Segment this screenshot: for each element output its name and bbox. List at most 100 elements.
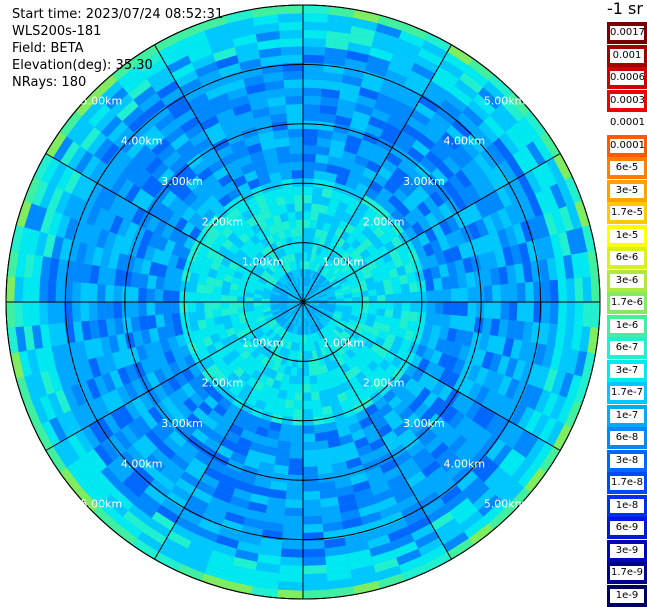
range-gate-cell <box>202 235 216 249</box>
range-gate-cell <box>292 308 299 316</box>
colorbar-cell: 6e-6 <box>607 247 647 269</box>
range-gate-cell <box>315 373 325 384</box>
range-gate-cell <box>233 444 250 458</box>
range-gate-cell <box>303 343 308 352</box>
range-gate-cell <box>245 302 254 308</box>
range-gate-cell <box>143 342 156 359</box>
range-gate-cell <box>194 253 206 266</box>
range-gate-cell <box>481 234 495 253</box>
range-gate-cell <box>238 335 249 345</box>
range-gate-cell <box>268 369 278 380</box>
range-gate-cell <box>174 372 189 388</box>
range-gate-cell <box>307 244 314 254</box>
range-gate-cell <box>63 217 79 241</box>
range-gate-cell <box>261 384 272 396</box>
range-gate-cell <box>418 537 444 557</box>
range-gate-cell <box>305 269 309 278</box>
range-gate-cell <box>478 121 499 143</box>
range-gate-cell <box>411 523 435 542</box>
ring-label: 5.00km <box>484 94 526 107</box>
range-gate-cell <box>454 259 466 275</box>
range-gate-cell <box>458 344 471 362</box>
range-gate-cell <box>229 282 240 291</box>
range-gate-cell <box>278 431 292 442</box>
range-gate-cell <box>519 383 536 407</box>
range-gate-cell <box>282 407 294 418</box>
range-gate-cell <box>275 196 286 207</box>
range-gate-cell <box>467 302 477 318</box>
range-gate-cell <box>378 187 394 201</box>
range-gate-cell <box>151 161 169 181</box>
range-gate-cell <box>294 302 303 305</box>
range-gate-cell <box>133 85 157 107</box>
range-gate-cell <box>159 119 180 138</box>
range-gate-cell <box>360 329 371 340</box>
range-gate-cell <box>135 242 148 260</box>
range-gate-cell <box>454 415 472 435</box>
range-gate-cell <box>473 317 484 334</box>
range-gate-cell <box>323 55 346 67</box>
range-gate-cell <box>255 362 266 374</box>
range-gate-cell <box>229 307 239 315</box>
range-gate-cell <box>254 309 264 315</box>
range-gate-cell <box>526 240 539 262</box>
range-gate-cell <box>418 302 427 313</box>
range-gate-cell <box>197 401 213 416</box>
range-gate-cell <box>326 387 337 398</box>
range-gate-cell <box>285 313 293 321</box>
range-gate-cell <box>317 212 327 223</box>
range-gate-cell <box>400 283 410 294</box>
range-gate-cell <box>497 207 513 229</box>
range-gate-cell <box>334 257 344 267</box>
range-gate-cell <box>308 278 314 288</box>
colorbar-label: 3e-5 <box>610 183 644 198</box>
range-gate-cell <box>287 211 296 221</box>
range-gate-cell <box>315 440 329 450</box>
range-gate-cell <box>419 256 431 270</box>
range-gate-cell <box>267 278 276 286</box>
range-gate-cell <box>550 233 563 258</box>
colorbar-label: 1.7e-8 <box>610 476 644 490</box>
range-gate-cell <box>254 399 267 411</box>
range-gate-cell <box>271 290 280 296</box>
range-gate-cell <box>378 403 394 417</box>
range-gate-cell <box>102 169 121 191</box>
range-gate-cell <box>565 349 580 375</box>
range-gate-cell <box>117 516 143 539</box>
range-gate-cell <box>347 277 358 286</box>
range-gate-cell <box>203 151 221 167</box>
range-gate-cell <box>252 268 263 278</box>
range-gate-cell <box>343 142 360 155</box>
range-gate-cell <box>303 13 329 23</box>
range-gate-cell <box>81 482 105 507</box>
range-gate-cell <box>431 167 449 186</box>
range-gate-cell <box>344 302 353 307</box>
range-gate-cell <box>269 320 278 329</box>
range-gate-cell <box>247 501 268 514</box>
range-gate-cell <box>145 371 161 389</box>
azimuth-spoke <box>154 301 304 560</box>
range-gate-cell <box>78 178 96 201</box>
range-gate-cell <box>320 317 329 326</box>
range-gate-cell <box>270 480 288 492</box>
range-gate-cell <box>199 265 210 277</box>
range-gate-cell <box>429 190 445 208</box>
range-gate-cell <box>323 413 336 424</box>
range-gate-cell <box>189 320 200 332</box>
range-gate-cell <box>364 62 388 78</box>
range-gate-cell <box>444 92 468 113</box>
range-gate-cell <box>524 170 543 194</box>
range-gate-cell <box>353 269 363 278</box>
range-gate-cell <box>321 316 331 324</box>
range-gate-cell <box>201 573 229 589</box>
range-gate-cell <box>63 363 79 387</box>
range-gate-cell <box>460 138 480 159</box>
range-gate-cell <box>228 295 238 302</box>
range-gate-cell <box>332 266 341 276</box>
range-gate-cell <box>226 86 248 101</box>
range-gate-cell <box>230 564 256 579</box>
range-gate-cell <box>252 326 263 336</box>
range-gate-cell <box>252 255 263 265</box>
colorbar-cell: 0.0001 <box>607 134 647 157</box>
range-gate-cell <box>119 132 140 154</box>
